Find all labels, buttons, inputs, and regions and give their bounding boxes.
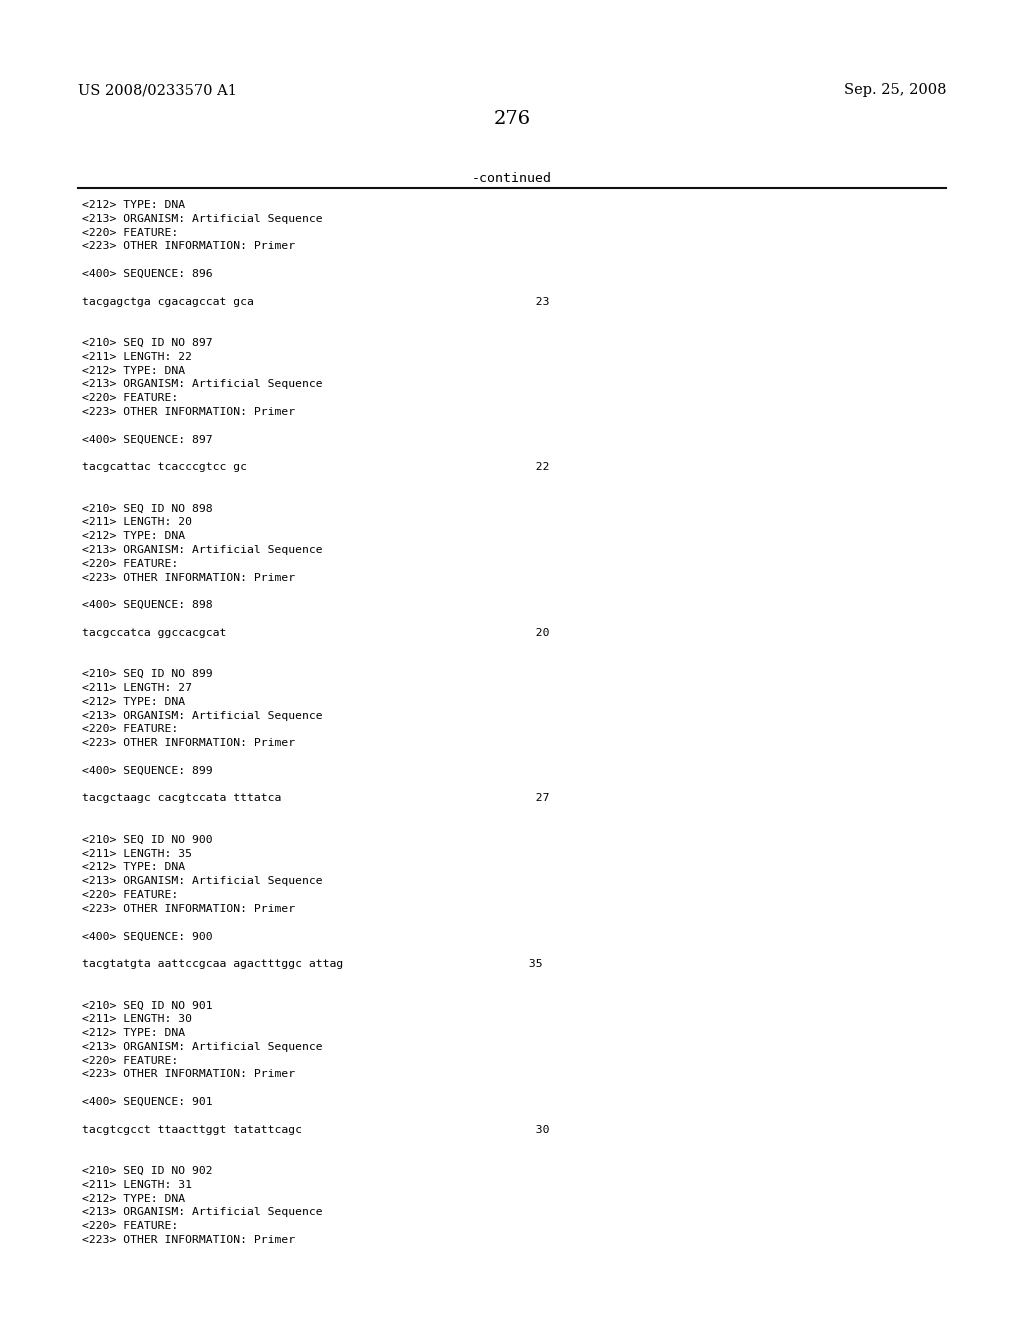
Text: <220> FEATURE:: <220> FEATURE: (82, 890, 178, 900)
Text: <400> SEQUENCE: 901: <400> SEQUENCE: 901 (82, 1097, 213, 1107)
Text: <212> TYPE: DNA: <212> TYPE: DNA (82, 697, 185, 706)
Text: 276: 276 (494, 110, 530, 128)
Text: <220> FEATURE:: <220> FEATURE: (82, 227, 178, 238)
Text: <212> TYPE: DNA: <212> TYPE: DNA (82, 1028, 185, 1038)
Text: <213> ORGANISM: Artificial Sequence: <213> ORGANISM: Artificial Sequence (82, 1208, 323, 1217)
Text: tacgctaagc cacgtccata tttatca                                     27: tacgctaagc cacgtccata tttatca 27 (82, 793, 550, 804)
Text: <400> SEQUENCE: 899: <400> SEQUENCE: 899 (82, 766, 213, 776)
Text: <400> SEQUENCE: 897: <400> SEQUENCE: 897 (82, 434, 213, 445)
Text: <213> ORGANISM: Artificial Sequence: <213> ORGANISM: Artificial Sequence (82, 379, 323, 389)
Text: Sep. 25, 2008: Sep. 25, 2008 (844, 83, 946, 96)
Text: <223> OTHER INFORMATION: Primer: <223> OTHER INFORMATION: Primer (82, 1236, 295, 1245)
Text: US 2008/0233570 A1: US 2008/0233570 A1 (78, 83, 237, 96)
Text: <212> TYPE: DNA: <212> TYPE: DNA (82, 1193, 185, 1204)
Text: <223> OTHER INFORMATION: Primer: <223> OTHER INFORMATION: Primer (82, 738, 295, 748)
Text: <400> SEQUENCE: 898: <400> SEQUENCE: 898 (82, 601, 213, 610)
Text: <223> OTHER INFORMATION: Primer: <223> OTHER INFORMATION: Primer (82, 573, 295, 582)
Text: <400> SEQUENCE: 896: <400> SEQUENCE: 896 (82, 269, 213, 279)
Text: tacgcattac tcacccgtcc gc                                          22: tacgcattac tcacccgtcc gc 22 (82, 462, 550, 473)
Text: <213> ORGANISM: Artificial Sequence: <213> ORGANISM: Artificial Sequence (82, 545, 323, 554)
Text: tacgagctga cgacagccat gca                                         23: tacgagctga cgacagccat gca 23 (82, 297, 550, 306)
Text: <211> LENGTH: 20: <211> LENGTH: 20 (82, 517, 193, 528)
Text: <223> OTHER INFORMATION: Primer: <223> OTHER INFORMATION: Primer (82, 242, 295, 251)
Text: <212> TYPE: DNA: <212> TYPE: DNA (82, 531, 185, 541)
Text: <213> ORGANISM: Artificial Sequence: <213> ORGANISM: Artificial Sequence (82, 1041, 323, 1052)
Text: <210> SEQ ID NO 901: <210> SEQ ID NO 901 (82, 1001, 213, 1010)
Text: <223> OTHER INFORMATION: Primer: <223> OTHER INFORMATION: Primer (82, 407, 295, 417)
Text: <211> LENGTH: 35: <211> LENGTH: 35 (82, 849, 193, 858)
Text: <211> LENGTH: 27: <211> LENGTH: 27 (82, 682, 193, 693)
Text: <211> LENGTH: 22: <211> LENGTH: 22 (82, 352, 193, 362)
Text: <211> LENGTH: 30: <211> LENGTH: 30 (82, 1014, 193, 1024)
Text: <213> ORGANISM: Artificial Sequence: <213> ORGANISM: Artificial Sequence (82, 214, 323, 224)
Text: <220> FEATURE:: <220> FEATURE: (82, 1221, 178, 1232)
Text: tacgccatca ggccacgcat                                             20: tacgccatca ggccacgcat 20 (82, 628, 550, 638)
Text: tacgtatgta aattccgcaa agactttggc attag                           35: tacgtatgta aattccgcaa agactttggc attag 3… (82, 960, 543, 969)
Text: <213> ORGANISM: Artificial Sequence: <213> ORGANISM: Artificial Sequence (82, 876, 323, 886)
Text: tacgtcgcct ttaacttggt tatattcagc                                  30: tacgtcgcct ttaacttggt tatattcagc 30 (82, 1125, 550, 1135)
Text: -continued: -continued (472, 172, 552, 185)
Text: <220> FEATURE:: <220> FEATURE: (82, 393, 178, 403)
Text: <212> TYPE: DNA: <212> TYPE: DNA (82, 862, 185, 873)
Text: <213> ORGANISM: Artificial Sequence: <213> ORGANISM: Artificial Sequence (82, 710, 323, 721)
Text: <400> SEQUENCE: 900: <400> SEQUENCE: 900 (82, 932, 213, 941)
Text: <220> FEATURE:: <220> FEATURE: (82, 1056, 178, 1065)
Text: <212> TYPE: DNA: <212> TYPE: DNA (82, 366, 185, 376)
Text: <212> TYPE: DNA: <212> TYPE: DNA (82, 201, 185, 210)
Text: <210> SEQ ID NO 902: <210> SEQ ID NO 902 (82, 1166, 213, 1176)
Text: <210> SEQ ID NO 899: <210> SEQ ID NO 899 (82, 669, 213, 680)
Text: <220> FEATURE:: <220> FEATURE: (82, 725, 178, 734)
Text: <210> SEQ ID NO 897: <210> SEQ ID NO 897 (82, 338, 213, 348)
Text: <220> FEATURE:: <220> FEATURE: (82, 558, 178, 569)
Text: <211> LENGTH: 31: <211> LENGTH: 31 (82, 1180, 193, 1189)
Text: <223> OTHER INFORMATION: Primer: <223> OTHER INFORMATION: Primer (82, 1069, 295, 1080)
Text: <210> SEQ ID NO 898: <210> SEQ ID NO 898 (82, 504, 213, 513)
Text: <223> OTHER INFORMATION: Primer: <223> OTHER INFORMATION: Primer (82, 904, 295, 913)
Text: <210> SEQ ID NO 900: <210> SEQ ID NO 900 (82, 834, 213, 845)
